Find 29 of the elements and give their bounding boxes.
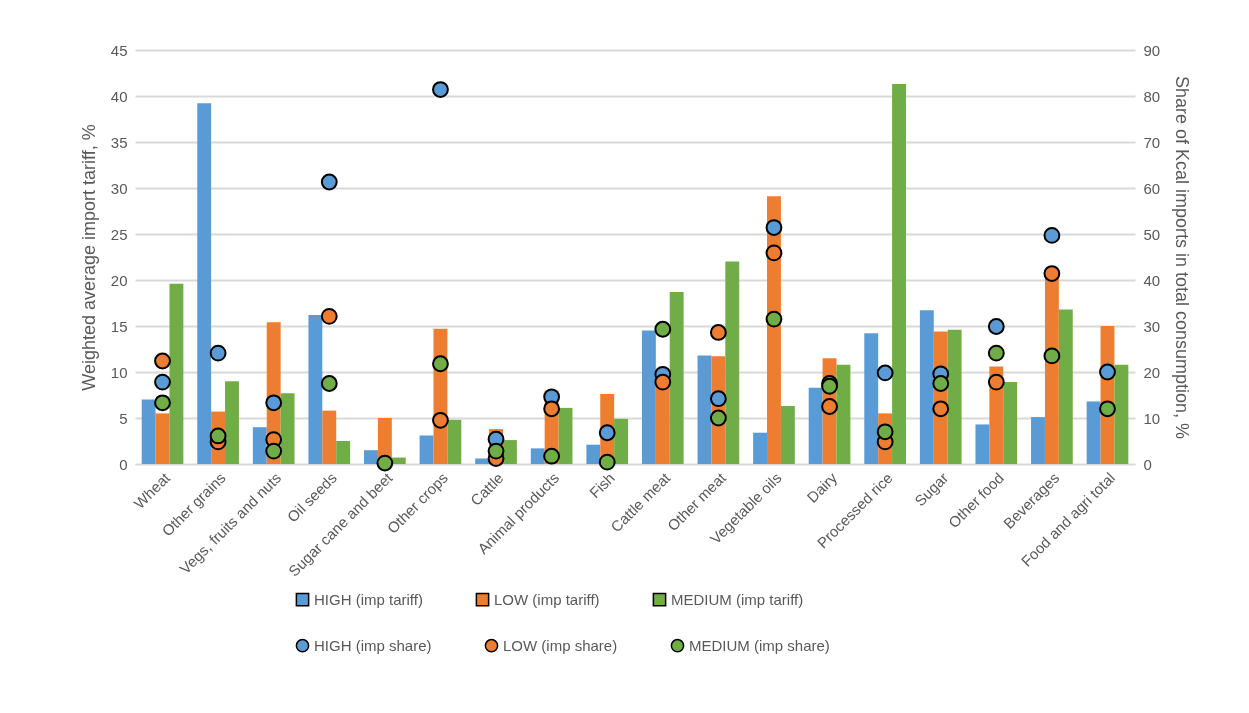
- y-tick-label: 45: [110, 41, 128, 59]
- x-tick-label: Fish: [585, 469, 618, 502]
- y2-tick-label: 30: [1143, 317, 1161, 335]
- y2-tick-label: 10: [1143, 409, 1161, 427]
- y-tick-label: 5: [119, 409, 128, 427]
- y2-tick-label: 70: [1143, 133, 1161, 151]
- y2-tick-label: 0: [1143, 455, 1152, 473]
- legend-label: LOW (imp share): [503, 636, 618, 654]
- y-tick-label: 25: [110, 225, 128, 243]
- legend-label: HIGH (imp tariff): [314, 590, 423, 608]
- y2-axis-title: Share of Kcal imports in total consumption, %: [1172, 75, 1193, 440]
- y2-tick-label: 60: [1143, 179, 1161, 197]
- y-tick-label: 0: [119, 455, 128, 473]
- y-tick-label: 10: [110, 363, 128, 381]
- y-tick-label: 35: [110, 133, 128, 151]
- y-tick-label: 40: [110, 87, 128, 105]
- y-tick-label: 20: [110, 271, 128, 289]
- y2-tick-label: 40: [1143, 271, 1161, 289]
- legend-label: LOW (imp tariff): [494, 590, 600, 608]
- legend-label: MEDIUM (imp share): [689, 636, 830, 654]
- y-axis-title: Weighted average import tariff, %: [78, 124, 99, 391]
- legend-label: HIGH (imp share): [314, 636, 432, 654]
- y-tick-label: 15: [110, 317, 128, 335]
- y2-tick-label: 80: [1143, 87, 1161, 105]
- y-tick-label: 30: [110, 179, 128, 197]
- y2-tick-label: 50: [1143, 225, 1161, 243]
- y2-tick-label: 90: [1143, 41, 1161, 59]
- y2-tick-label: 20: [1143, 363, 1161, 381]
- legend-label: MEDIUM (imp tariff): [671, 590, 804, 608]
